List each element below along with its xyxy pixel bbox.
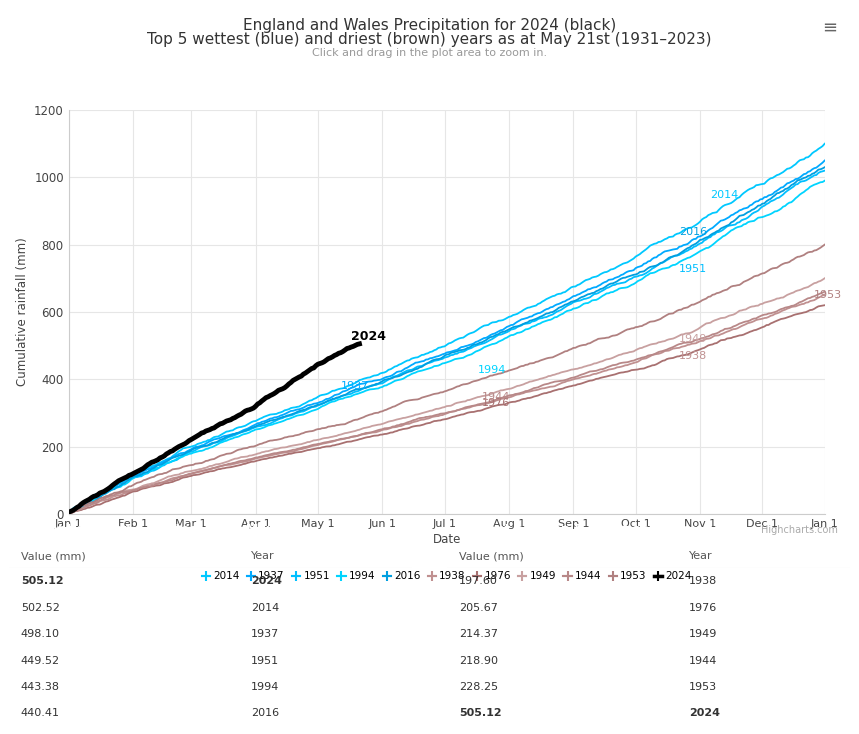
Text: 505.12: 505.12 — [21, 576, 64, 586]
Text: 1951: 1951 — [679, 264, 708, 274]
Text: Current and Top 5 wettest as of May 21: Current and Top 5 wettest as of May 21 — [19, 523, 296, 536]
Text: 1944: 1944 — [689, 655, 717, 666]
Text: 1937: 1937 — [251, 629, 279, 639]
Text: 205.67: 205.67 — [459, 603, 497, 613]
Text: England and Wales Precipitation for 2024 (black): England and Wales Precipitation for 2024… — [243, 18, 616, 33]
Text: 1994: 1994 — [251, 682, 279, 692]
Text: 502.52: 502.52 — [21, 603, 59, 613]
Text: 2024: 2024 — [251, 576, 282, 586]
Text: 498.10: 498.10 — [21, 629, 60, 639]
Text: 505.12: 505.12 — [459, 708, 502, 719]
Text: 2014: 2014 — [251, 603, 279, 613]
Text: 2014: 2014 — [710, 189, 739, 200]
Text: 1976: 1976 — [689, 603, 717, 613]
Text: 449.52: 449.52 — [21, 655, 60, 666]
Y-axis label: Cumulative rainfall (mm): Cumulative rainfall (mm) — [15, 238, 28, 386]
Text: 1953: 1953 — [689, 682, 717, 692]
Text: 1937: 1937 — [341, 382, 369, 391]
Text: 214.37: 214.37 — [459, 629, 498, 639]
Legend: 2014, 1937, 1951, 1994, 2016, 1938, 1976, 1949, 1944, 1953, 2024: 2014, 1937, 1951, 1994, 2016, 1938, 1976… — [202, 572, 691, 581]
Text: 197.60: 197.60 — [459, 576, 497, 586]
Text: 2024: 2024 — [689, 708, 720, 719]
Text: Highcharts.com: Highcharts.com — [761, 525, 838, 535]
Text: 2016: 2016 — [679, 227, 708, 236]
Text: 440.41: 440.41 — [21, 708, 60, 719]
Text: 1949: 1949 — [679, 334, 708, 344]
Text: 443.38: 443.38 — [21, 682, 60, 692]
Text: Year: Year — [689, 551, 713, 561]
Text: 2024: 2024 — [351, 330, 387, 343]
Text: 1944: 1944 — [482, 392, 510, 402]
Text: Value (mm): Value (mm) — [459, 551, 523, 561]
Text: 228.25: 228.25 — [459, 682, 498, 692]
Text: Top 5 wettest (blue) and driest (brown) years as at May 21st (1931–2023): Top 5 wettest (blue) and driest (brown) … — [147, 32, 712, 46]
Text: Current and Top 5 driest as of May 21: Current and Top 5 driest as of May 21 — [457, 523, 722, 536]
Text: 1938: 1938 — [689, 576, 717, 586]
Text: 2016: 2016 — [251, 708, 279, 719]
Text: Value (mm): Value (mm) — [21, 551, 85, 561]
Text: 218.90: 218.90 — [459, 655, 498, 666]
Text: Year: Year — [251, 551, 275, 561]
Text: 1938: 1938 — [679, 351, 708, 361]
X-axis label: Date: Date — [432, 533, 461, 546]
Text: 1976: 1976 — [482, 398, 510, 408]
Text: 1949: 1949 — [689, 629, 717, 639]
Text: 1994: 1994 — [478, 365, 506, 374]
Text: Click and drag in the plot area to zoom in.: Click and drag in the plot area to zoom … — [312, 48, 547, 59]
Text: 1951: 1951 — [251, 655, 279, 666]
Text: ≡: ≡ — [822, 18, 838, 37]
Text: 1953: 1953 — [814, 291, 843, 300]
